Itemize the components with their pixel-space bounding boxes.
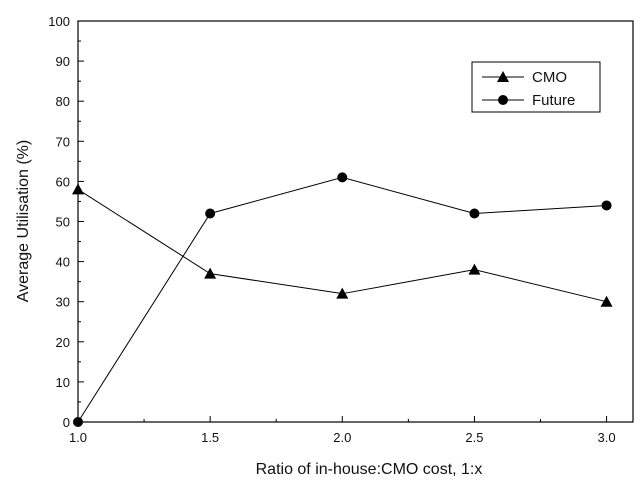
legend: CMO Future [471,61,601,113]
series-line-cmo [77,188,607,303]
y-tick-label: 10 [56,375,70,390]
series-line-future [77,176,607,423]
data-point-future [601,200,612,211]
legend-label-cmo: CMO [532,69,567,86]
y-axis-title: Average Utilisation (%) [15,140,32,302]
legend-marker-cmo [497,71,509,82]
data-point-cmo [600,295,613,307]
data-point-future [469,208,480,219]
y-axis-ticks: 0 10 20 30 40 50 60 70 80 90 100 [48,14,84,430]
y-tick-label: 50 [56,215,70,230]
data-point-cmo [204,267,217,279]
y-tick-label: 80 [56,94,70,109]
data-point-cmo [72,183,84,195]
legend-label-future: Future [532,92,575,109]
y-tick-label: 40 [56,255,70,270]
x-tick-label: 2.5 [465,430,483,445]
x-tick-label: 1.0 [69,430,87,445]
x-tick-label: 3.0 [598,430,616,445]
data-point-future [73,417,83,427]
y-tick-label: 100 [48,14,70,29]
series-layer [72,172,613,427]
y-tick-label: 90 [56,54,70,69]
legend-box [471,61,601,113]
legend-marker-future [498,95,508,105]
y-tick-label: 60 [56,174,70,189]
data-point-future [337,172,348,183]
y-tick-label: 0 [63,415,70,430]
x-axis-ticks: 1.0 1.5 2.0 2.5 3.0 [69,416,616,445]
data-point-cmo [468,263,481,275]
x-tick-label: 1.5 [201,430,219,445]
y-tick-label: 20 [56,335,70,350]
data-point-future [205,208,216,219]
x-tick-label: 2.0 [333,430,351,445]
x-axis-title: Ratio of in-house:CMO cost, 1:x [256,461,483,478]
y-tick-label: 70 [56,134,70,149]
y-tick-label: 30 [56,295,70,310]
data-point-cmo [336,287,349,299]
